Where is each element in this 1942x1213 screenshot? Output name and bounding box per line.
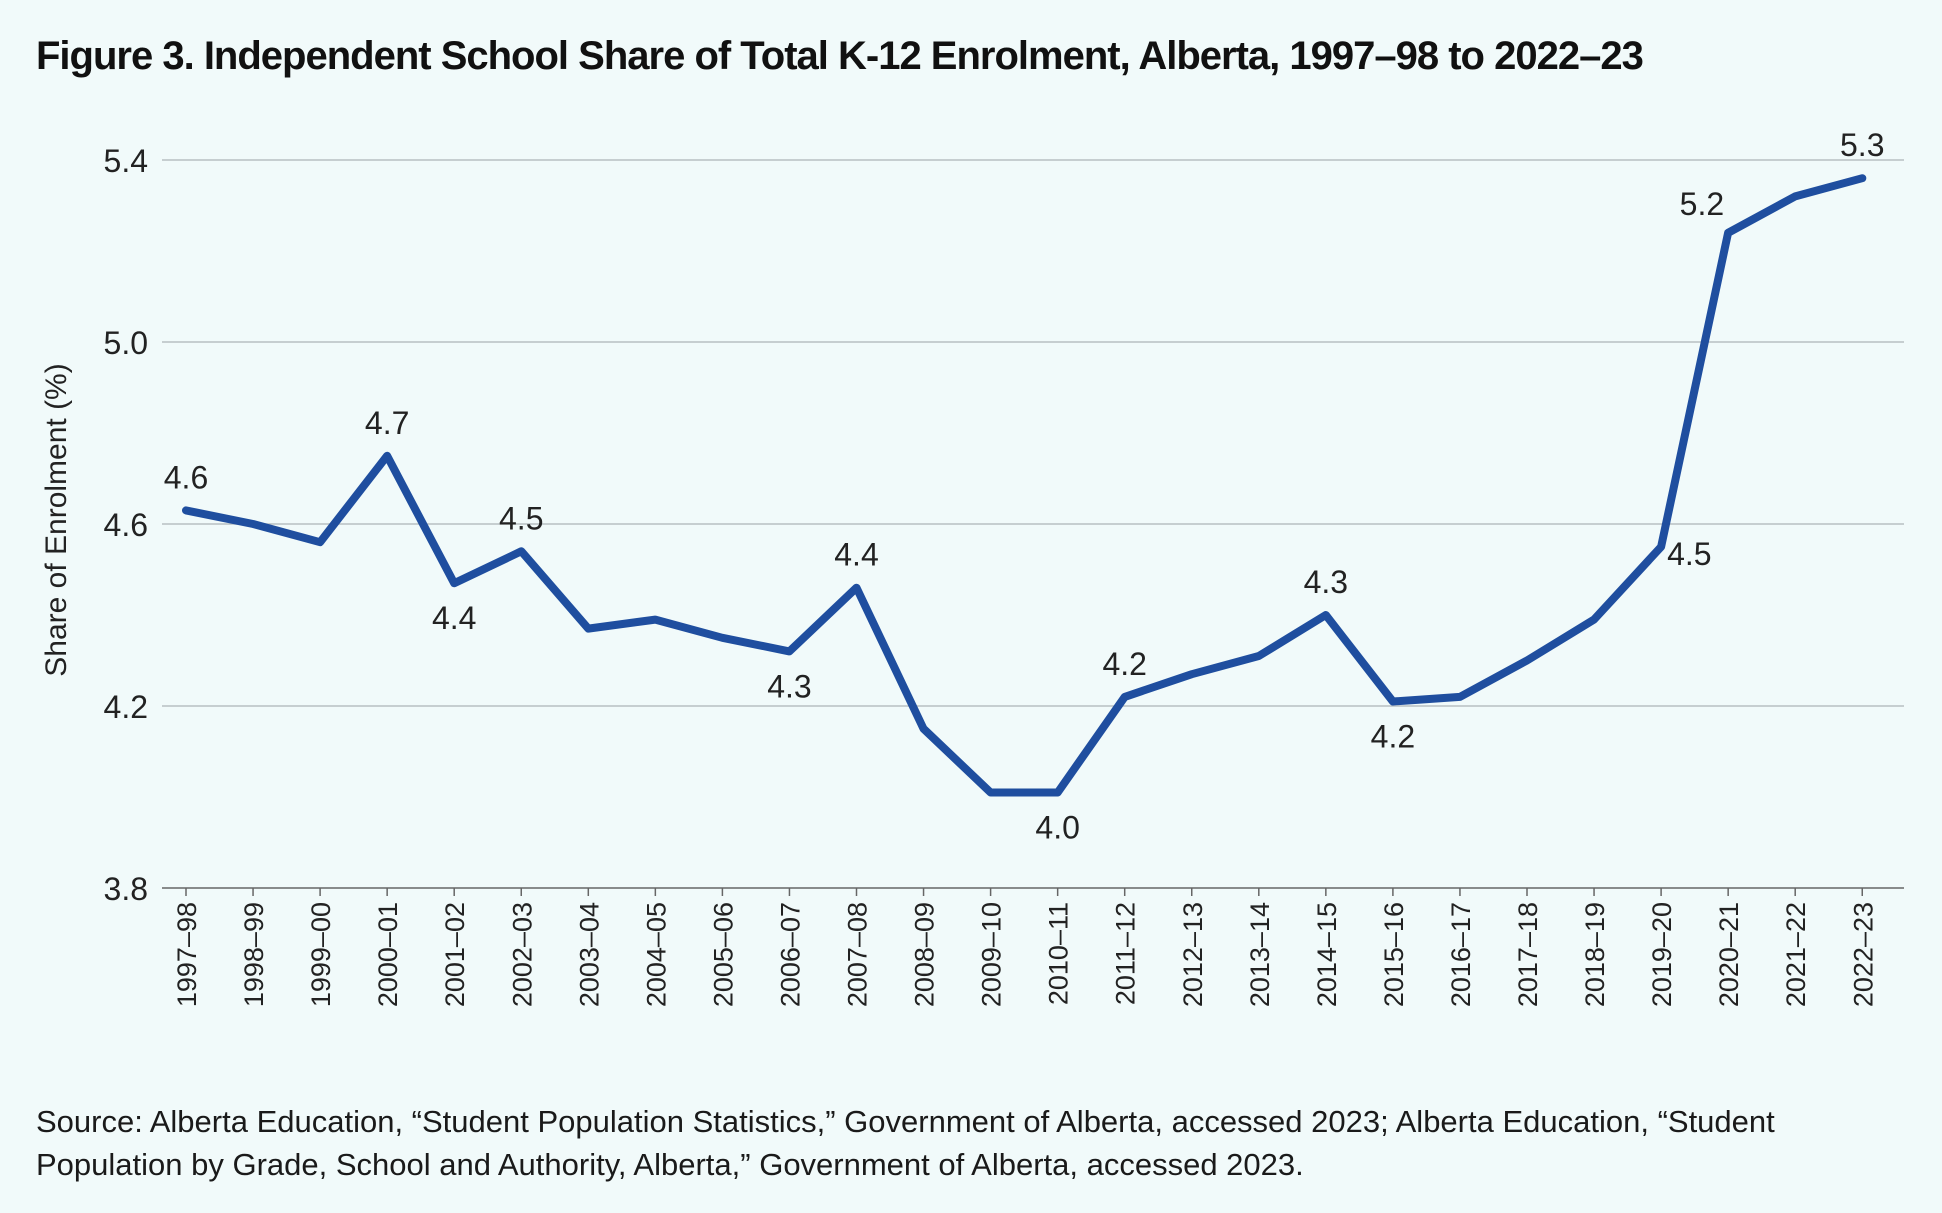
x-tick-label: 1999–00 xyxy=(306,902,336,1007)
gridlines xyxy=(162,159,1904,707)
x-tick-label: 2020–21 xyxy=(1714,902,1744,1007)
data-label: 4.5 xyxy=(499,500,543,536)
x-tick-label: 2021–22 xyxy=(1781,902,1811,1007)
x-tick-label: 2016–17 xyxy=(1446,902,1476,1007)
series-line xyxy=(182,174,1867,797)
x-tick-label: 2022–23 xyxy=(1848,902,1878,1007)
x-tick-label: 2015–16 xyxy=(1379,902,1409,1007)
x-axis-tick-labels: 1997–98 1998–99 1999–00 2000–01 2001–02 2002–… xyxy=(172,902,1878,1007)
x-tick-label: 2007–08 xyxy=(843,902,873,1007)
data-label: 5.3 xyxy=(1840,127,1884,163)
data-label: 4.4 xyxy=(432,600,476,636)
x-axis xyxy=(162,887,1904,896)
data-label: 4.2 xyxy=(1102,646,1146,682)
x-tick-label: 2012–13 xyxy=(1178,902,1208,1007)
y-tick-label: 5.4 xyxy=(104,143,148,179)
x-tick-label: 2006–07 xyxy=(775,902,805,1007)
data-labels: 4.6 4.7 4.4 4.5 4.3 4.4 4.0 4.2 4.3 4.2 4.5 5.2 5.3 xyxy=(164,127,1885,845)
series-group xyxy=(182,174,1867,797)
data-label: 5.2 xyxy=(1680,186,1724,222)
data-label: 4.3 xyxy=(767,668,811,704)
x-tick-label: 1998–99 xyxy=(239,902,269,1007)
x-tick-label: 2004–05 xyxy=(641,902,671,1007)
y-tick-label: 4.6 xyxy=(104,507,148,543)
x-tick-label: 2011–12 xyxy=(1111,902,1141,1005)
x-tick-label: 2005–06 xyxy=(708,902,738,1007)
data-label: 4.6 xyxy=(164,459,208,495)
y-axis-label: Share of Enrolment (%) xyxy=(40,363,73,676)
data-label: 4.3 xyxy=(1304,564,1348,600)
x-tick-label: 2003–04 xyxy=(574,902,604,1007)
x-tick-label: 2000–01 xyxy=(373,902,403,1007)
x-tick-label: 2013–14 xyxy=(1245,902,1275,1007)
x-tick-label: 2010–11 xyxy=(1044,902,1074,1005)
source-line-1: Source: Alberta Education, “Student Popu… xyxy=(36,1104,1775,1139)
data-label: 4.7 xyxy=(365,405,409,441)
x-tick-label: 2009–10 xyxy=(977,902,1007,1007)
data-label: 4.5 xyxy=(1667,536,1711,572)
x-tick-label: 2008–09 xyxy=(910,902,940,1007)
x-tick-label: 2017–18 xyxy=(1513,902,1543,1007)
data-label: 4.0 xyxy=(1035,809,1079,845)
source-line-2: Population by Grade, School and Authorit… xyxy=(36,1147,1304,1182)
y-tick-label: 4.2 xyxy=(104,689,148,725)
x-tick-label: 2018–19 xyxy=(1580,902,1610,1007)
data-label: 4.4 xyxy=(834,537,878,573)
x-tick-label: 2001–02 xyxy=(440,902,470,1007)
y-tick-label: 3.8 xyxy=(104,871,148,907)
chart-title: Figure 3. Independent School Share of To… xyxy=(36,34,1644,78)
x-tick-label: 2002–03 xyxy=(507,902,537,1007)
y-axis-ticks: 3.8 4.2 4.6 5.0 5.4 xyxy=(104,143,148,907)
x-tick-label: 2019–20 xyxy=(1647,902,1677,1007)
x-tick-label: 1997–98 xyxy=(172,902,202,1007)
y-tick-label: 5.0 xyxy=(104,325,148,361)
x-tick-label: 2014–15 xyxy=(1312,902,1342,1007)
data-label: 4.2 xyxy=(1371,718,1415,754)
source-note: Source: Alberta Education, “Student Popu… xyxy=(36,1100,1916,1186)
